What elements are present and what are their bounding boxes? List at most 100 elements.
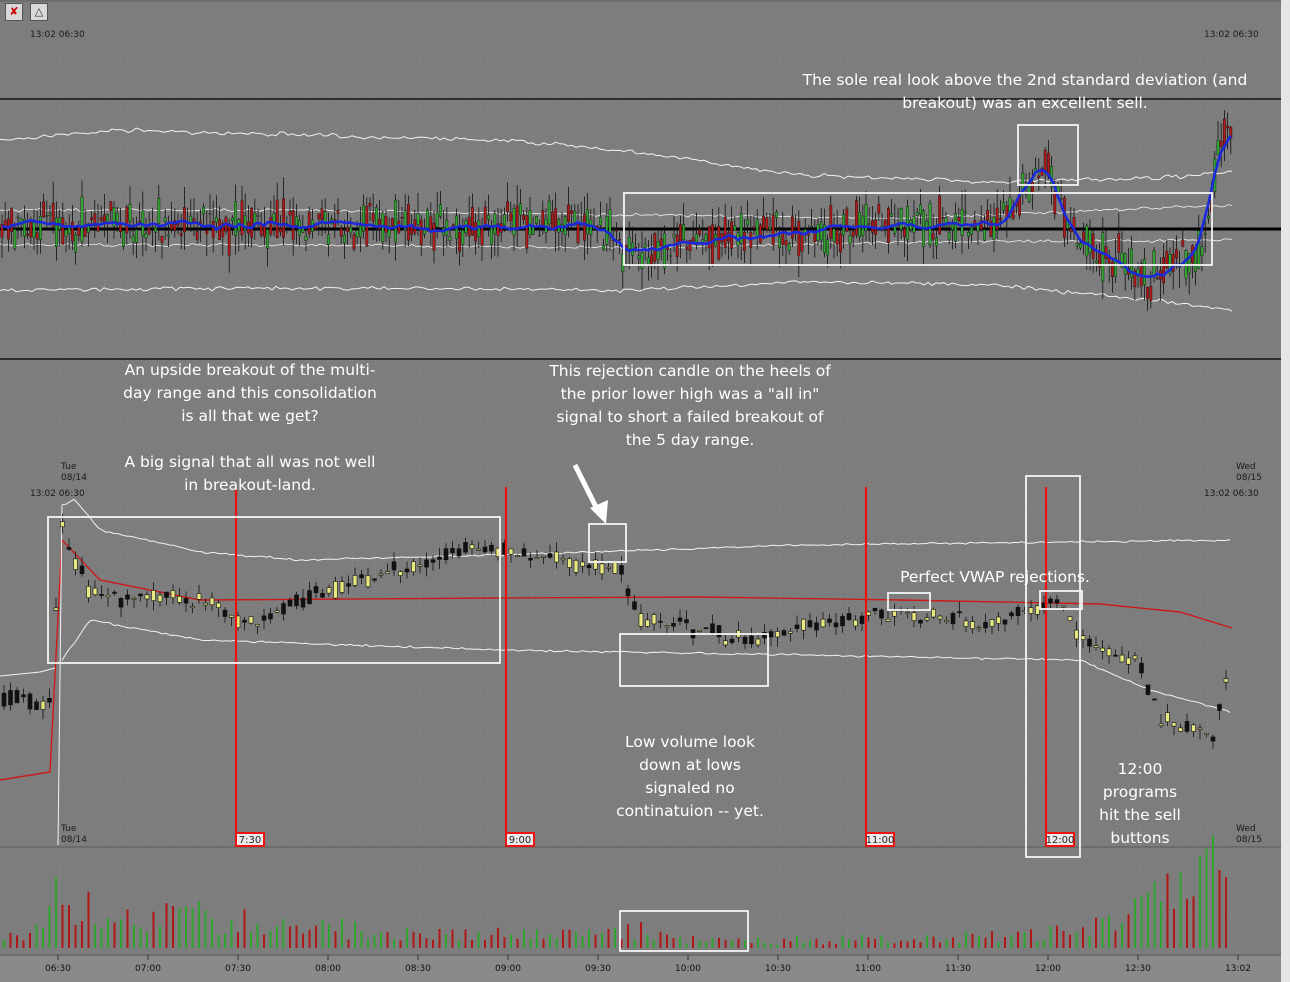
candle-body xyxy=(471,206,474,236)
candle-body xyxy=(333,581,338,599)
candle-body xyxy=(1165,712,1170,723)
programs-selloff-box xyxy=(1025,475,1081,858)
candle-body xyxy=(42,201,46,218)
candle-body xyxy=(29,221,33,238)
candle-body xyxy=(173,220,177,231)
candle-body xyxy=(35,232,39,240)
candle-body xyxy=(346,227,349,232)
candle-body xyxy=(899,208,903,231)
candle-body xyxy=(268,613,273,620)
candle-body xyxy=(671,623,676,627)
candle-body xyxy=(469,544,475,549)
time-marker-label: 11:00 xyxy=(866,835,895,846)
candle-body xyxy=(77,226,81,236)
candle-body xyxy=(814,622,819,631)
mid-left-day-label: Tue xyxy=(61,462,77,472)
candle-body xyxy=(1021,172,1025,190)
candle-body xyxy=(915,212,919,216)
candle-body xyxy=(426,209,429,231)
candle-body xyxy=(768,631,774,638)
candle-body xyxy=(450,547,455,554)
candle-body xyxy=(138,593,143,597)
candle-body xyxy=(16,216,20,219)
candle-body xyxy=(580,561,585,567)
candle-body xyxy=(625,588,631,597)
candle-body xyxy=(456,548,462,557)
candle-body xyxy=(482,546,488,553)
sell-highlight-box xyxy=(1017,124,1079,186)
candle-body xyxy=(1054,599,1060,604)
candle-body xyxy=(73,558,78,570)
candle-body xyxy=(480,226,484,246)
candle-body xyxy=(163,217,167,222)
candle-body xyxy=(653,233,657,262)
candle-body xyxy=(32,222,36,238)
candle-body xyxy=(1123,253,1127,275)
candle-body xyxy=(1223,678,1229,683)
candle-body xyxy=(391,218,394,227)
candle-body xyxy=(508,548,514,555)
bottom-left-day-label: Tue xyxy=(61,824,77,834)
lower-inner-band-line xyxy=(0,238,1233,250)
candle-body xyxy=(528,210,532,236)
candle-body xyxy=(759,224,762,243)
candle-body xyxy=(205,230,209,234)
draw-tool-icon[interactable]: △ xyxy=(30,3,48,21)
candle-body xyxy=(551,211,554,229)
candle-body xyxy=(445,219,449,236)
candle-body xyxy=(39,216,42,240)
candle-body xyxy=(1075,243,1079,247)
consolidation-box xyxy=(623,192,1213,266)
candle-body xyxy=(515,555,520,557)
candle-body xyxy=(443,548,449,561)
candle-body xyxy=(1142,258,1146,285)
lower-deviation-band-line xyxy=(61,619,1231,713)
candle-body xyxy=(954,213,958,242)
candle-body xyxy=(950,613,956,625)
candle-body xyxy=(1104,246,1108,259)
candle-body xyxy=(320,592,325,598)
mid-left-date-label: 08/14 xyxy=(61,473,87,483)
candle-body xyxy=(250,207,253,238)
candle-body xyxy=(528,557,533,561)
candle-body xyxy=(1048,598,1053,604)
candle-body xyxy=(40,700,46,710)
candle-body xyxy=(109,201,113,211)
candle-body xyxy=(1040,168,1044,176)
candle-body xyxy=(1171,254,1175,272)
crosshair-tool-icon[interactable]: ✘ xyxy=(5,3,23,21)
candle-body xyxy=(1210,736,1216,742)
candle-body xyxy=(586,209,590,235)
candle-body xyxy=(79,565,85,575)
candle-body xyxy=(675,234,679,257)
candle-body xyxy=(372,578,377,581)
candle-body xyxy=(885,618,891,622)
volume-panel xyxy=(3,835,1227,948)
candle-body xyxy=(294,594,299,607)
candle-body xyxy=(313,586,319,594)
right-scale-strip xyxy=(1281,0,1290,982)
candle-body xyxy=(867,223,871,225)
candle-body xyxy=(195,231,199,240)
candle-body xyxy=(839,233,842,253)
candle-body xyxy=(448,236,452,241)
candle-body xyxy=(1178,727,1183,732)
candle-body xyxy=(684,619,689,624)
candle-body xyxy=(1158,723,1164,726)
candle-body xyxy=(879,609,884,619)
candle-body xyxy=(66,547,72,550)
candle-body xyxy=(986,209,990,221)
candle-body xyxy=(118,223,122,233)
candle-body xyxy=(164,591,169,598)
candle-body xyxy=(47,698,52,703)
candle-body xyxy=(743,231,746,251)
candle-body xyxy=(947,231,951,240)
candle-body xyxy=(1074,629,1079,640)
candle-body xyxy=(1206,215,1210,219)
candle-body xyxy=(229,614,234,618)
candle-body xyxy=(1149,286,1153,301)
candle-body xyxy=(86,586,91,599)
candle-body xyxy=(739,213,743,244)
candle-body xyxy=(983,229,986,241)
candle-body xyxy=(378,219,381,230)
